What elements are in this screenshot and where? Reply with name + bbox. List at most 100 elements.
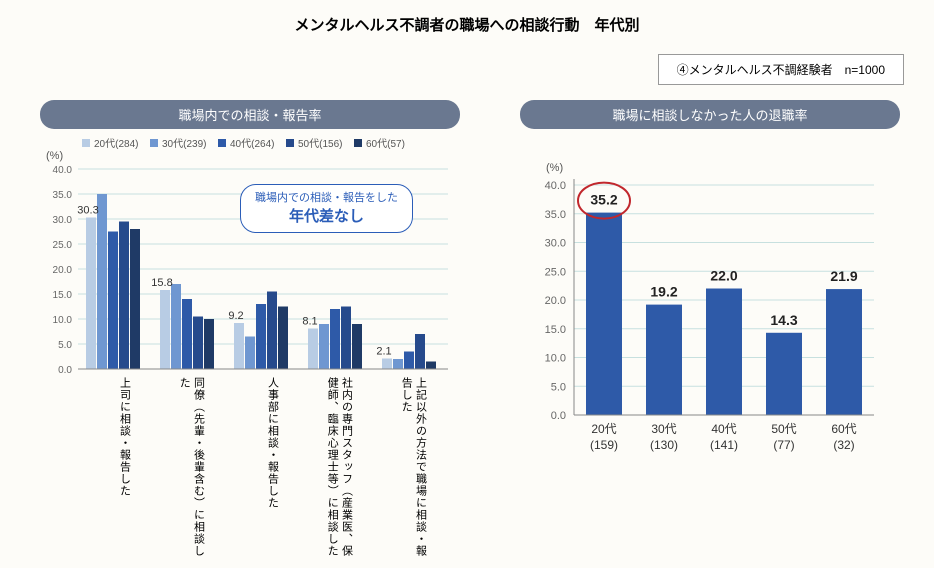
- bar: [393, 359, 403, 369]
- legend-swatch: [354, 139, 362, 147]
- bar: [119, 222, 129, 370]
- x-label-bottom: (141): [710, 438, 738, 452]
- bar: [108, 232, 118, 370]
- legend-swatch: [286, 139, 294, 147]
- bar: [182, 299, 192, 369]
- y-tick-label: 10.0: [545, 353, 566, 365]
- bar: [319, 324, 329, 369]
- x-label-bottom: (159): [590, 438, 618, 452]
- bar: [97, 194, 107, 369]
- left-chart: (%) 0.0 5.0 10.0 15.0 20.0 25.0 30.0 35.0 40.0 20代…: [40, 129, 460, 559]
- bar-value-label: 2.1: [376, 346, 391, 358]
- y-tick-label: 0.0: [58, 365, 72, 376]
- bar: [404, 352, 414, 370]
- bar: [308, 329, 318, 370]
- y-tick-label: 20.0: [545, 295, 566, 307]
- bar-value-label: 30.3: [77, 205, 98, 217]
- category-label: 上記以外の方法で職場に相談・報告した: [392, 377, 428, 557]
- x-label-top: 20代: [591, 422, 616, 436]
- category-label: 同僚（先輩・後輩含む）に相談した: [170, 377, 206, 557]
- left-panel: 職場内での相談・報告率 (%) 0.0 5.0 10.0 15.0 20.0 25.0 30.…: [40, 100, 460, 559]
- bar: [130, 229, 140, 369]
- bar: [352, 324, 362, 369]
- bar: [171, 284, 181, 369]
- bar: [86, 218, 96, 370]
- bar-value-label: 19.2: [650, 284, 677, 300]
- sample-info-box: ④メンタルヘルス不調経験者 n=1000: [658, 54, 904, 85]
- y-tick-label: 35.0: [545, 209, 566, 221]
- x-label-bottom: (32): [833, 438, 854, 452]
- y-tick-label: 40.0: [545, 180, 566, 192]
- bar: [204, 319, 214, 369]
- x-label-bottom: (130): [650, 438, 678, 452]
- bar-value-label: 15.8: [151, 277, 172, 289]
- bar: [267, 292, 277, 370]
- y-tick-label: 35.0: [53, 190, 73, 201]
- callout-line2: 年代差なし: [255, 205, 398, 226]
- bar: [245, 337, 255, 370]
- bar: [160, 290, 170, 369]
- left-panel-header: 職場内での相談・報告率: [40, 100, 460, 129]
- y-tick-label: 20.0: [53, 265, 73, 276]
- bar: [426, 362, 436, 370]
- bar: [234, 323, 244, 369]
- y-tick-label: 10.0: [53, 315, 73, 326]
- bar-value-label: 21.9: [830, 268, 857, 284]
- bar: [586, 213, 622, 415]
- legend-swatch: [150, 139, 158, 147]
- legend-label: 40代(264): [230, 138, 274, 150]
- bar: [766, 333, 802, 415]
- category-label: 人事部に相談・報告した: [244, 377, 280, 509]
- callout-box: 職場内での相談・報告をした 年代差なし: [240, 184, 413, 233]
- y-tick-label: 40.0: [53, 165, 73, 176]
- legend-label: 20代(284): [94, 138, 138, 150]
- category-label-wrap: 同僚（先輩・後輩含む）に相談した: [170, 377, 206, 557]
- y-tick-label: 25.0: [53, 240, 73, 251]
- legend-label: 50代(156): [298, 138, 342, 150]
- bar-value-label: 8.1: [302, 316, 317, 328]
- right-panel-header: 職場に相談しなかった人の退職率: [520, 100, 900, 129]
- bar-value-label: 35.2: [590, 192, 617, 208]
- legend-swatch: [82, 139, 90, 147]
- y-tick-label: 25.0: [545, 266, 566, 278]
- category-label-wrap: 上記以外の方法で職場に相談・報告した: [392, 377, 428, 557]
- y-axis-unit: (%): [46, 150, 63, 162]
- legend-label: 60代(57): [366, 138, 405, 150]
- bar: [382, 359, 392, 370]
- category-label-wrap: 人事部に相談・報告した: [244, 377, 280, 557]
- y-tick-label: 30.0: [545, 238, 566, 250]
- callout-line1: 職場内での相談・報告をした: [255, 189, 398, 205]
- x-label-top: 30代: [651, 422, 676, 436]
- bar: [278, 307, 288, 370]
- x-label-top: 50代: [771, 422, 796, 436]
- page-title: メンタルヘルス不調者の職場への相談行動 年代別: [0, 0, 934, 35]
- right-chart: (%) 0.0 5.0 10.0 15.0 20.0 25.0 30.0 35.0 40.0 35.…: [520, 129, 900, 509]
- bar: [256, 304, 266, 369]
- bar: [706, 289, 742, 416]
- x-label-top: 60代: [831, 422, 856, 436]
- bar: [646, 305, 682, 415]
- category-label: 上司に相談・報告した: [96, 377, 132, 497]
- y-tick-label: 5.0: [551, 381, 566, 393]
- category-label-wrap: 社内の専門スタッフ（産業医、保健師、臨床心理士等）に相談した: [318, 377, 354, 557]
- bar: [330, 309, 340, 369]
- y-tick-label: 15.0: [53, 290, 73, 301]
- right-panel: 職場に相談しなかった人の退職率 (%) 0.0 5.0 10.0 15.0 20.0 25.…: [520, 100, 900, 509]
- bar-value-label: 14.3: [770, 312, 797, 328]
- bar: [415, 334, 425, 369]
- x-label-bottom: (77): [773, 438, 794, 452]
- x-label-top: 40代: [711, 422, 736, 436]
- y-tick-label: 0.0: [551, 410, 566, 422]
- y-axis-unit: (%): [546, 162, 563, 174]
- bar: [341, 307, 351, 370]
- y-tick-label: 30.0: [53, 215, 73, 226]
- category-label: 社内の専門スタッフ（産業医、保健師、臨床心理士等）に相談した: [318, 377, 354, 557]
- legend-swatch: [218, 139, 226, 147]
- bar: [193, 317, 203, 370]
- legend-label: 30代(239): [162, 138, 206, 150]
- y-tick-label: 5.0: [58, 340, 72, 351]
- bar-value-label: 9.2: [228, 310, 243, 322]
- bar: [826, 289, 862, 415]
- y-tick-label: 15.0: [545, 324, 566, 336]
- category-label-wrap: 上司に相談・報告した: [96, 377, 132, 557]
